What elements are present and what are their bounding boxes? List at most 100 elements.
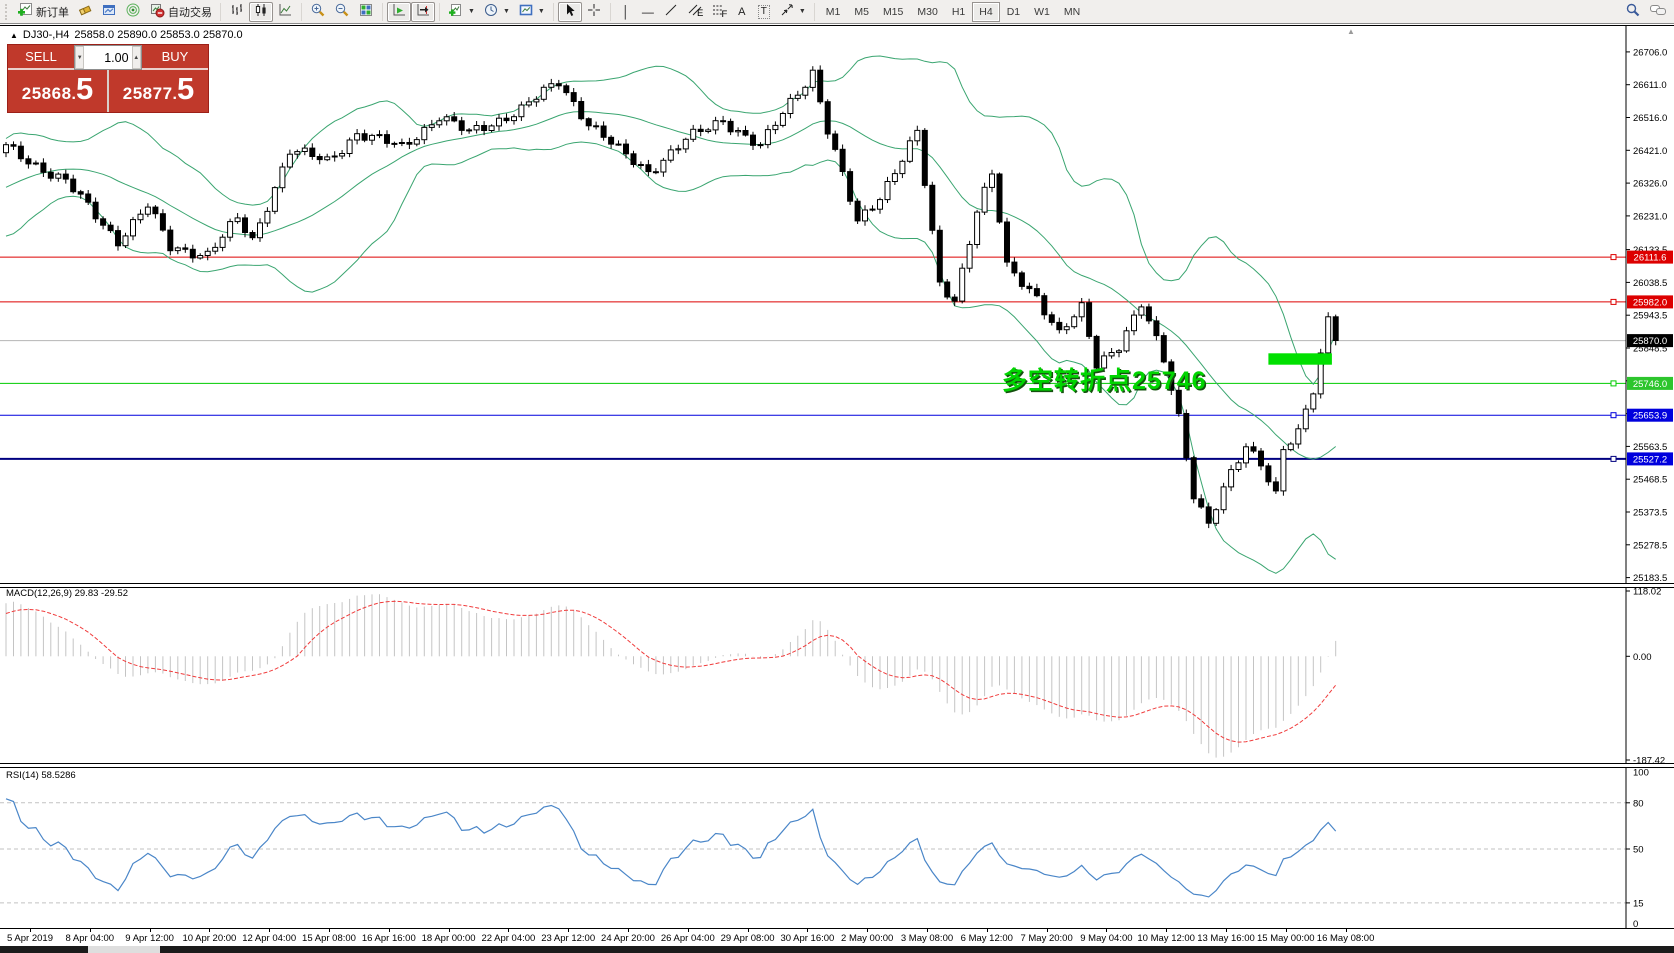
svg-text:25468.5: 25468.5 <box>1633 475 1667 486</box>
sell-price[interactable]: 25868. 5 <box>8 70 109 112</box>
time-axis-tick <box>149 929 151 932</box>
arrows-button[interactable]: ▼ <box>775 2 810 22</box>
equidistant-channel-button[interactable]: E <box>683 2 707 22</box>
vertical-line-button[interactable]: │ <box>615 2 637 22</box>
sell-button[interactable]: SELL <box>8 45 74 70</box>
chevron-down-icon: ▼ <box>798 8 806 15</box>
time-axis-tick <box>687 929 689 932</box>
svg-text:25848.5: 25848.5 <box>1633 344 1667 355</box>
text-label-button[interactable]: T <box>753 2 775 22</box>
one-click-trading-panel: SELL ▼ ▲ BUY 25868.5 25877.5 <box>8 45 208 112</box>
symbol-name: DJ30-,H4 <box>22 29 70 41</box>
time-axis-label: 15 May 00:00 <box>1257 933 1315 944</box>
search-button[interactable] <box>1621 2 1645 22</box>
new-order-icon <box>17 2 33 21</box>
auto-trading-button[interactable]: 自动交易 <box>145 2 216 22</box>
templates-button[interactable]: ▼ <box>514 2 549 22</box>
timeframe-group: M1 M5 M15 M30 H1 H4 D1 W1 MN <box>819 1 1087 22</box>
chat-button[interactable] <box>1645 2 1671 22</box>
time-axis-tick <box>448 929 450 932</box>
sell-price-dot: . <box>71 86 76 103</box>
separator <box>301 2 302 21</box>
clock-icon <box>483 2 499 21</box>
time-axis-label: 12 Apr 04:00 <box>242 933 297 944</box>
separator <box>813 2 815 21</box>
timeframe-M15[interactable]: M15 <box>882 5 904 18</box>
pane-divider[interactable] <box>0 583 1674 588</box>
new-order-button[interactable]: 新订单 <box>13 2 73 22</box>
fibonacci-button[interactable]: F <box>707 2 731 22</box>
svg-text:0.00: 0.00 <box>1633 652 1652 663</box>
periods-button[interactable]: ▼ <box>479 2 514 22</box>
svg-text:26111.6: 26111.6 <box>1634 253 1667 264</box>
separator <box>552 2 554 21</box>
time-axis-tick <box>1166 929 1168 932</box>
time-axis-tick <box>927 929 928 932</box>
pane-divider[interactable] <box>0 763 1674 768</box>
rsi-pane[interactable]: 80 50 15 100 0 <box>0 766 1674 928</box>
zoom-in-button[interactable] <box>306 2 330 22</box>
chart-window-icon <box>101 2 117 21</box>
line-chart-icon <box>277 2 293 21</box>
candlestick-chart-button[interactable] <box>249 1 273 22</box>
auto-scroll-icon <box>391 2 407 21</box>
text-button[interactable]: A <box>731 2 753 22</box>
volume-increase-button[interactable]: ▲ <box>131 46 141 69</box>
svg-text:25278.5: 25278.5 <box>1633 540 1667 551</box>
volume-decrease-button[interactable]: ▼ <box>75 46 85 69</box>
timeframe-M5[interactable]: M5 <box>854 5 869 18</box>
buy-price[interactable]: 25877. 5 <box>109 70 208 112</box>
collapse-panel-icon[interactable]: ▲ <box>10 30 18 40</box>
bottom-scrollbar[interactable] <box>0 946 1674 953</box>
svg-text:26611.0: 26611.0 <box>1633 80 1667 91</box>
svg-text:25982.0: 25982.0 <box>1633 297 1667 308</box>
timeframe-MN[interactable]: MN <box>1063 5 1081 18</box>
chart-annotation-text[interactable]: 多空转折点25746 <box>1002 367 1207 395</box>
sell-price-main: 25868 <box>21 84 72 103</box>
cursor-button[interactable] <box>557 1 582 22</box>
buy-button[interactable]: BUY <box>142 45 208 70</box>
signals-button[interactable] <box>121 2 145 22</box>
zoom-out-button[interactable] <box>330 2 354 22</box>
tile-windows-button[interactable] <box>354 2 378 22</box>
timeframe-W1[interactable]: W1 <box>1034 5 1050 18</box>
market-watch-button[interactable] <box>97 2 121 22</box>
arrows-icon <box>779 2 795 21</box>
horizontal-line-button[interactable]: — <box>637 2 659 22</box>
scrollbar-thumb[interactable] <box>88 946 160 953</box>
crosshair-button[interactable] <box>582 2 606 22</box>
timeframe-D1[interactable]: D1 <box>1006 5 1021 18</box>
chart-shift-button[interactable] <box>411 1 435 22</box>
time-axis-tick <box>568 929 570 932</box>
symbol-ohlc: 25858.0 25890.0 25853.0 25870.0 <box>74 29 243 41</box>
auto-scroll-button[interactable] <box>387 1 411 22</box>
time-axis-label: 22 Apr 04:00 <box>481 933 536 944</box>
main-chart-pane[interactable]: 26706.0 26611.0 26516.0 26421.0 26326.0 26231… <box>0 26 1674 583</box>
timeframe-M30[interactable]: M30 <box>917 5 938 18</box>
trendline-button[interactable] <box>659 2 683 22</box>
time-axis-tick <box>628 929 629 932</box>
svg-text:26706.0: 26706.0 <box>1633 47 1667 58</box>
timeframe-H1[interactable]: H1 <box>951 5 966 18</box>
time-axis-tick <box>209 929 211 932</box>
time-axis-label: 10 Apr 20:00 <box>182 933 237 944</box>
time-axis-tick <box>89 929 91 932</box>
signal-icon <box>125 2 141 21</box>
sell-price-big-digit: 5 <box>75 71 94 106</box>
timeframe-M1[interactable]: M1 <box>825 5 841 18</box>
line-chart-button[interactable] <box>273 2 297 22</box>
indicators-button[interactable]: ▼ <box>444 2 479 22</box>
time-axis-tick <box>30 929 31 932</box>
volume-input[interactable] <box>84 46 132 69</box>
macd-indicator-label: MACD(12,26,9) 29.83 -29.52 <box>6 588 128 599</box>
svg-text:25653.9: 25653.9 <box>1633 411 1667 422</box>
time-axis[interactable]: 5 Apr 2019 8 Apr 04:00 9 Apr 12:00 10 Apr 2… <box>0 928 1674 946</box>
timeframe-H4[interactable]: H4 <box>972 1 1000 22</box>
macd-pane[interactable]: 118.02 0.00 -187.42 <box>0 586 1674 763</box>
zoom-in-icon <box>310 2 326 21</box>
fibonacci-icon: F <box>711 2 727 21</box>
bar-chart-button[interactable] <box>225 2 249 22</box>
toolbar: 新订单 自动交易 <box>0 0 1674 24</box>
style-button[interactable] <box>73 2 97 22</box>
time-axis-label: 5 Apr 2019 <box>7 933 53 944</box>
